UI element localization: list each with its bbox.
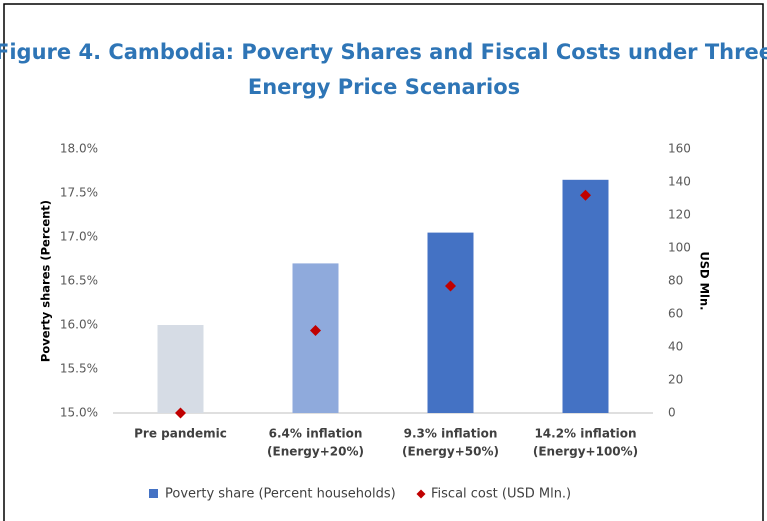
marker — [580, 189, 591, 201]
y-tick-label: 15.0% — [60, 406, 98, 420]
y-axis-title: Poverty shares (Percent) — [39, 200, 53, 362]
legend-swatch — [149, 489, 158, 498]
y2-tick-label: 140 — [668, 175, 691, 189]
x-tick-label: 14.2% inflation — [534, 427, 636, 441]
chart-title: Energy Price Scenarios — [248, 75, 520, 99]
bar — [427, 232, 474, 413]
x-tick-label: (Energy+20%) — [267, 445, 364, 459]
y2-tick-label: 100 — [668, 241, 691, 255]
marker — [310, 325, 321, 336]
y-tick-label: 16.5% — [60, 274, 98, 288]
marker — [445, 280, 456, 292]
y2-tick-label: 80 — [668, 274, 683, 288]
x-tick-label: 6.4% inflation — [269, 427, 363, 441]
x-tick-label: 9.3% inflation — [404, 427, 498, 441]
y-tick-label: 17.0% — [60, 230, 98, 244]
y2-tick-label: 0 — [668, 406, 676, 420]
y2-axis-title: USD Mln. — [698, 251, 712, 310]
frame — [3, 3, 764, 521]
y-tick-label: 18.0% — [60, 142, 98, 156]
y2-tick-label: 160 — [668, 142, 691, 156]
legend-swatch — [416, 489, 426, 499]
bar — [157, 325, 204, 413]
bar — [292, 263, 339, 413]
x-tick-label: (Energy+50%) — [402, 445, 499, 459]
y-tick-label: 17.5% — [60, 186, 98, 200]
y-tick-label: 15.5% — [60, 362, 98, 376]
y2-tick-label: 120 — [668, 208, 691, 222]
x-tick-label: Pre pandemic — [134, 427, 227, 441]
y2-tick-label: 40 — [668, 340, 683, 354]
x-tick-label: (Energy+100%) — [533, 445, 638, 459]
chart-title: Figure 4. Cambodia: Poverty Shares and F… — [0, 40, 767, 64]
y2-tick-label: 20 — [668, 373, 683, 387]
marker — [175, 407, 186, 419]
y-tick-label: 16.0% — [60, 318, 98, 332]
bar — [562, 179, 609, 413]
y2-tick-label: 60 — [668, 307, 683, 321]
legend-label: Fiscal cost (USD Mln.) — [431, 487, 571, 502]
legend-label: Poverty share (Percent households) — [165, 487, 396, 502]
